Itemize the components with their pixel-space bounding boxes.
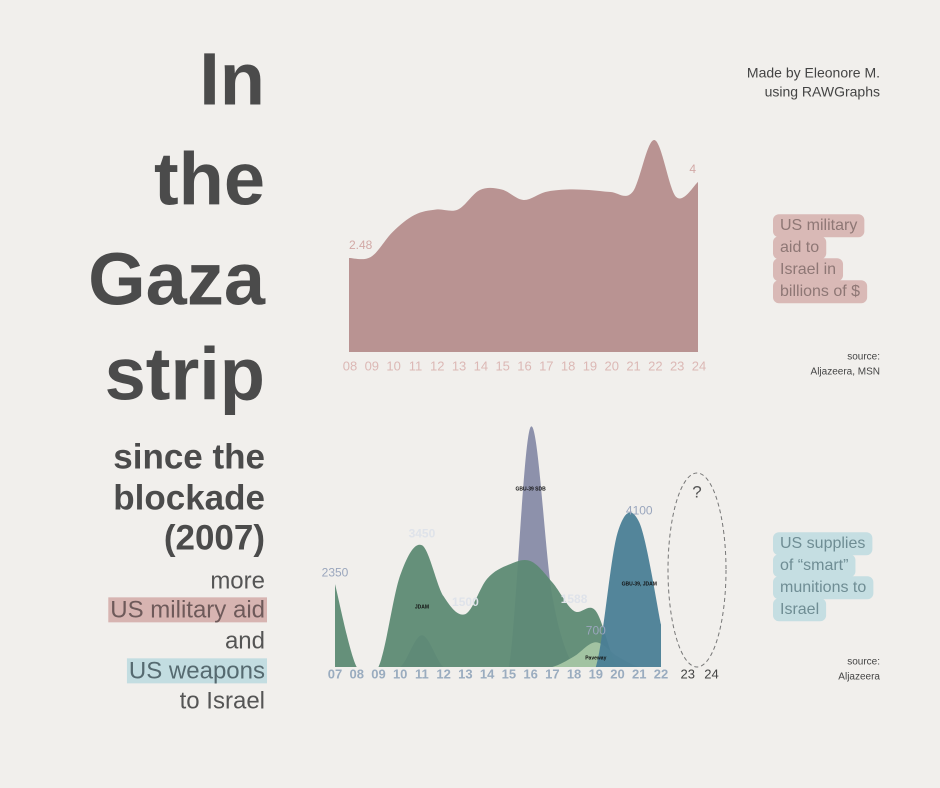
annotation: ? — [692, 482, 701, 501]
caption-box — [773, 532, 873, 556]
x-tick-label: 18 — [561, 358, 575, 373]
x-tick-label: 17 — [545, 666, 559, 681]
x-tick-label: 14 — [480, 666, 495, 681]
value-label: 1588 — [561, 592, 588, 606]
series-label: GBU-39 SDB — [515, 486, 546, 492]
series-label: GBU-39, JDAM — [622, 582, 657, 588]
caption-box — [773, 554, 856, 578]
source: Aljazeera, MSN — [811, 367, 880, 378]
title-block: In the Gaza strip since the blockade (20… — [88, 38, 267, 714]
caption-line: billions of $ — [780, 283, 860, 300]
area — [335, 642, 661, 667]
value-label: 4100 — [626, 504, 653, 518]
x-tick-label: 24 — [692, 358, 706, 373]
x-tick-label: 10 — [393, 666, 407, 681]
tagline: US military aid — [110, 596, 265, 623]
x-tick-label: 12 — [430, 358, 444, 373]
x-tick-label: 14 — [474, 358, 488, 373]
x-tick-label: 16 — [523, 666, 537, 681]
x-tick-label: 09 — [365, 358, 379, 373]
value-label: 2350 — [322, 565, 349, 579]
x-tick-label: 13 — [458, 666, 472, 681]
tagline: to Israel — [180, 687, 265, 714]
subheadline: since the — [113, 437, 265, 476]
value-label: 700 — [586, 623, 606, 637]
highlight — [108, 597, 267, 623]
aid-chart: 08 09 10 11 12 13 14 15 16 17 18 19 20 21 22 23 24 2.48 4 U… — [343, 139, 880, 378]
area — [335, 544, 661, 667]
caption-line: US military — [780, 217, 857, 234]
x-tick-label: 18 — [567, 666, 581, 681]
tagline: and — [225, 627, 265, 654]
series-label: Paveway — [585, 655, 606, 661]
area — [335, 512, 661, 667]
x-tick-label: 15 — [502, 666, 516, 681]
headline: Gaza — [88, 238, 266, 321]
caption-line: of “smart” — [780, 557, 848, 574]
headline: In — [199, 38, 265, 121]
x-tick-label: 24 — [704, 666, 718, 681]
caption-box — [773, 214, 865, 238]
areas — [335, 426, 661, 667]
x-tick-label: 20 — [605, 358, 619, 373]
tagline: US weapons — [129, 657, 265, 684]
area — [349, 139, 698, 352]
x-tick-label: 20 — [610, 666, 624, 681]
caption-box — [773, 280, 868, 304]
caption-box — [773, 258, 844, 282]
x-tick-label: 12 — [436, 666, 450, 681]
source: Aljazeera — [838, 672, 880, 683]
x-tick-label: 07 — [328, 666, 342, 681]
source: source: — [847, 352, 880, 363]
caption-box — [773, 236, 827, 260]
subheadline: (2007) — [164, 518, 265, 557]
highlight — [126, 658, 267, 684]
x-tick-label: 15 — [495, 358, 509, 373]
credit: Made by Eleonore M. — [747, 65, 880, 81]
munitions-chart: GBU-39 SDB JDAM 2350 3450 1500 1588 Paveway 700… — [322, 426, 880, 683]
x-tick-label: 11 — [415, 666, 429, 681]
caption-box — [773, 598, 827, 622]
x-tick-label: 19 — [589, 666, 603, 681]
x-tick-label: 22 — [654, 666, 668, 681]
x-tick-label: 23 — [680, 666, 694, 681]
x-tick-label: 21 — [632, 666, 646, 681]
x-tick-label: 21 — [626, 358, 640, 373]
x-tick-label: 09 — [371, 666, 385, 681]
x-tick-label: 08 — [343, 358, 357, 373]
x-tick-label: 13 — [452, 358, 466, 373]
caption-line: US supplies — [780, 535, 865, 552]
subheadline: blockade — [113, 478, 265, 517]
x-tick-label: 10 — [386, 358, 400, 373]
caption-line: aid to — [780, 239, 819, 256]
value-label: 2.48 — [349, 238, 373, 252]
x-tick-label: 11 — [409, 358, 423, 373]
caption-line: munitions to — [780, 579, 866, 596]
placeholder-outline — [667, 472, 727, 668]
tagline: more — [210, 567, 265, 594]
series-label: JDAM — [415, 605, 429, 611]
x-tick-label: 16 — [517, 358, 531, 373]
caption-box — [773, 576, 874, 600]
caption-line: Israel — [780, 601, 819, 618]
x-tick-label: 23 — [670, 358, 684, 373]
value-label: 3450 — [409, 526, 436, 540]
headline: strip — [105, 333, 265, 416]
caption-line: Israel in — [780, 261, 836, 278]
x-tick-label: 17 — [539, 358, 553, 373]
x-tick-label: 08 — [349, 666, 363, 681]
value-label: 1500 — [452, 595, 479, 609]
credit: using RAWGraphs — [765, 84, 880, 100]
value-label: 4 — [689, 162, 696, 176]
x-tick-label: 22 — [648, 358, 662, 373]
source: source: — [847, 657, 880, 668]
headline: the — [154, 138, 265, 221]
x-tick-label: 19 — [583, 358, 597, 373]
